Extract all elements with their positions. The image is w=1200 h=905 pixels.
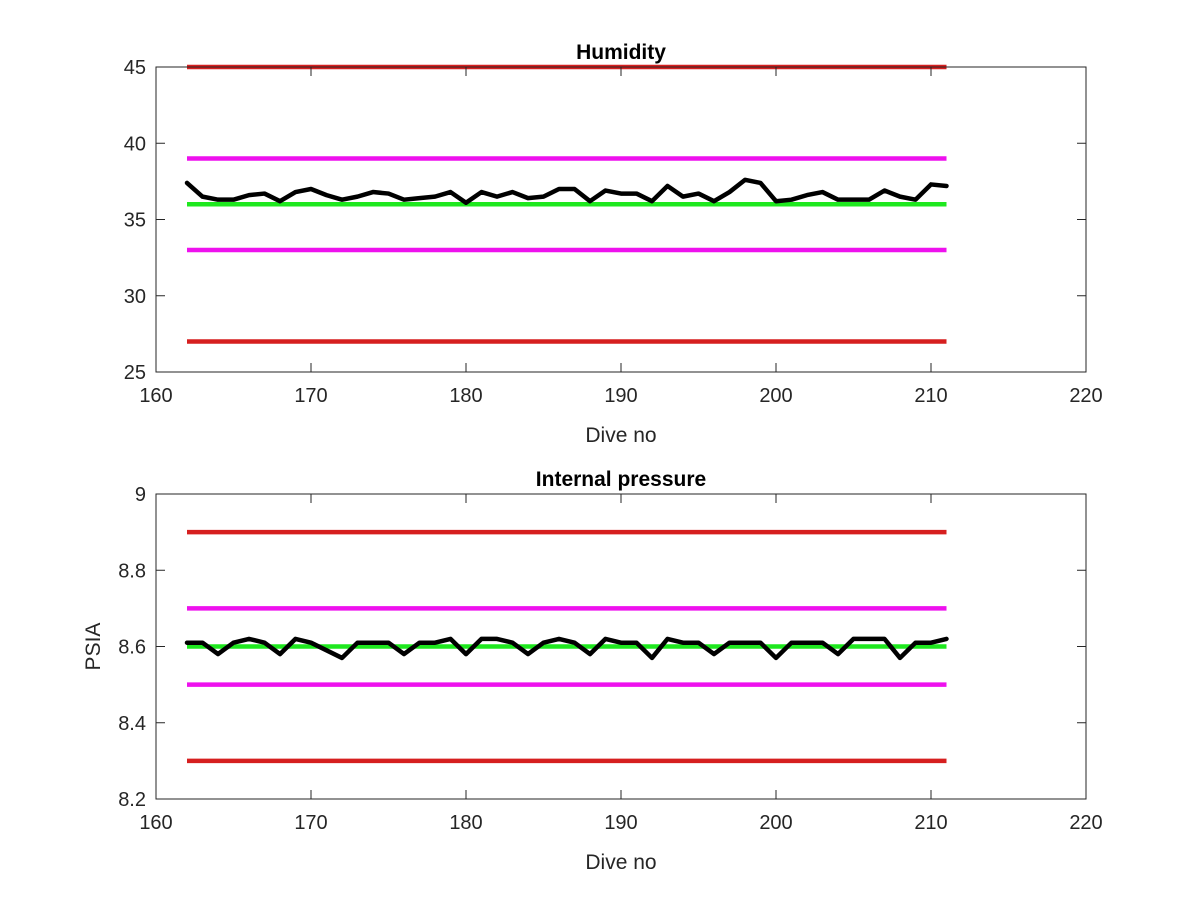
x-tick-label: 190 [604,812,637,834]
x-tick-label: 180 [449,812,482,834]
y-tick-label: 35 [124,210,146,232]
data-series-line [184,636,949,661]
chart-panel-1: 160 170 180 190 200 210 220 25 30 35 40 45 Humidity D… [124,41,1103,447]
y-tick-label: 25 [124,362,146,384]
y-tick-label: 8.4 [118,713,146,735]
y-tick-label: 40 [124,133,146,155]
chart-panel-2: 160 170 180 190 200 210 220 8.2 8.4 8.6 8.8 9 Intern… [82,468,1103,874]
plot-area [156,67,1086,372]
x-tick-label: 210 [914,385,947,407]
y-tick-label: 9 [135,484,146,506]
chart-title: Internal pressure [536,468,706,491]
x-axis-label: Dive no [585,851,656,874]
x-tick-label: 160 [139,812,172,834]
x-tick-label: 200 [759,385,792,407]
y-tick-label: 8.6 [118,637,146,659]
x-axis-label: Dive no [585,424,656,447]
x-tick-label: 210 [914,812,947,834]
y-tick-label: 30 [124,286,146,308]
x-tick-label: 160 [139,385,172,407]
x-tick-label: 220 [1069,385,1102,407]
y-tick-label: 8.8 [118,560,146,582]
x-tick-label: 220 [1069,812,1102,834]
x-tick-label: 200 [759,812,792,834]
x-tick-label: 190 [604,385,637,407]
chart-title: Humidity [576,41,666,64]
y-axis-label: PSIA [82,623,105,671]
y-tick-label: 8.2 [118,789,146,811]
x-tick-label: 180 [449,385,482,407]
data-series-line [184,177,949,205]
x-tick-label: 170 [294,385,327,407]
y-tick-label: 45 [124,57,146,79]
x-tick-label: 170 [294,812,327,834]
